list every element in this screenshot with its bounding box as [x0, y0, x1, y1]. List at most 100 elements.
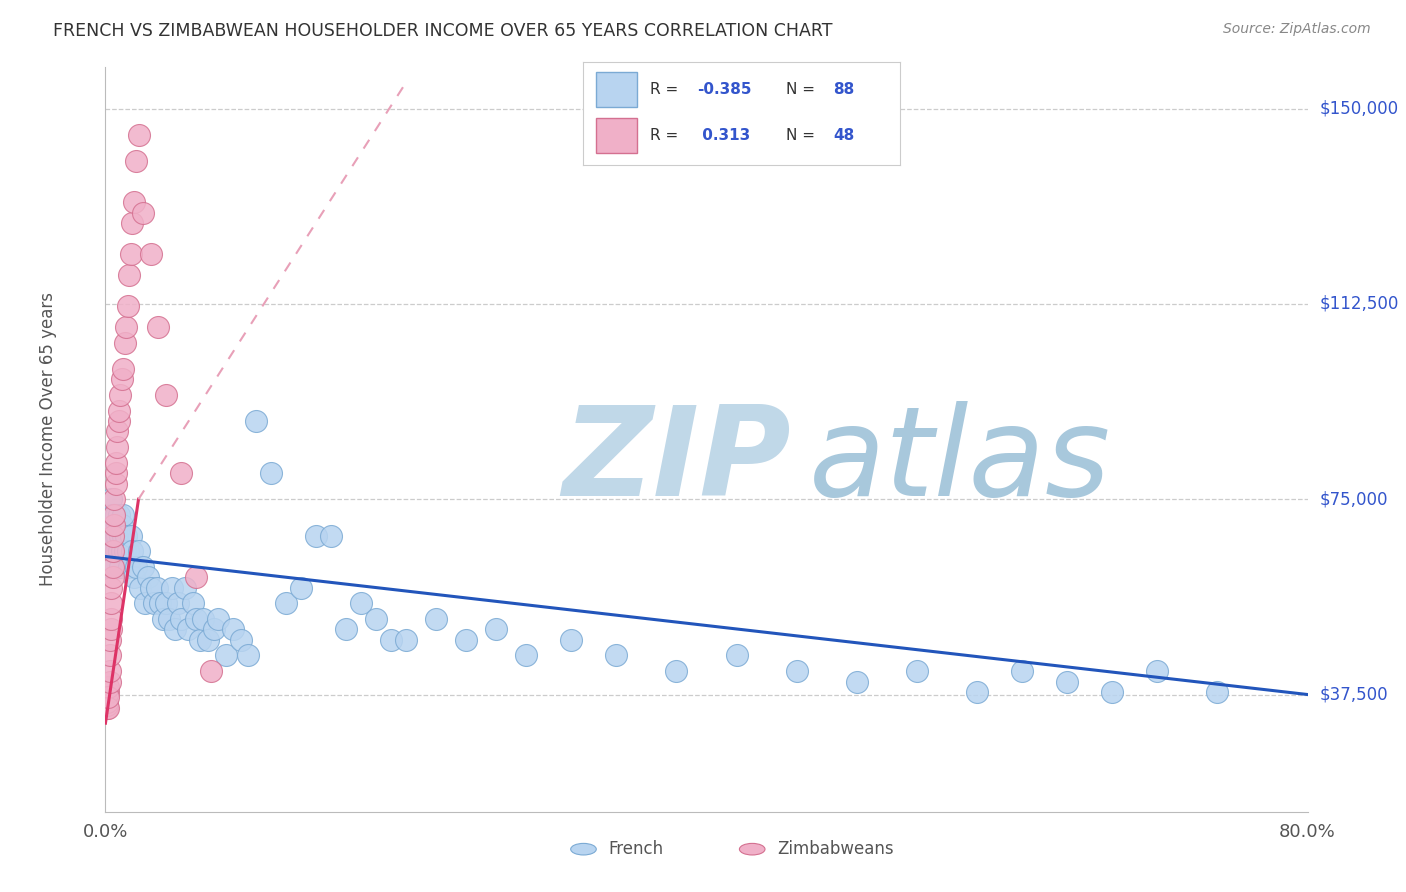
Point — [229, 632, 252, 647]
Point — [202, 623, 225, 637]
Point — [100, 544, 122, 558]
Point — [1206, 685, 1229, 699]
Point — [114, 335, 136, 350]
Point — [1056, 674, 1078, 689]
Point — [245, 414, 267, 428]
Point — [96, 698, 118, 712]
Point — [103, 518, 125, 533]
Point — [157, 612, 180, 626]
Point — [108, 544, 131, 558]
Text: -0.385: -0.385 — [697, 81, 752, 96]
Point — [124, 560, 146, 574]
Point — [101, 529, 124, 543]
Point — [184, 570, 207, 584]
Point — [134, 596, 156, 610]
Point — [380, 632, 402, 647]
Point — [966, 685, 988, 699]
Point — [104, 476, 127, 491]
Text: ZIP: ZIP — [562, 401, 792, 522]
Point — [115, 320, 138, 334]
Point — [104, 544, 127, 558]
Text: French: French — [609, 840, 664, 858]
Point — [103, 518, 125, 533]
Point — [120, 529, 142, 543]
Point — [96, 695, 118, 709]
Point — [395, 632, 418, 647]
Point — [260, 466, 283, 480]
Point — [184, 612, 207, 626]
Point — [274, 596, 297, 610]
Point — [112, 529, 135, 543]
Point — [103, 508, 125, 522]
Point — [200, 664, 222, 678]
Point — [118, 560, 141, 574]
Text: N =: N = — [786, 81, 820, 96]
Point — [905, 664, 928, 678]
Text: N =: N = — [786, 128, 820, 143]
Point — [197, 632, 219, 647]
Point — [121, 544, 143, 558]
Point — [97, 685, 120, 699]
Point — [350, 596, 373, 610]
Point — [148, 596, 170, 610]
Point — [188, 632, 211, 647]
Point — [605, 648, 627, 663]
Point — [515, 648, 537, 663]
Point — [290, 581, 312, 595]
Point — [222, 623, 245, 637]
Point — [110, 388, 132, 402]
Point — [107, 425, 129, 439]
Text: FRENCH VS ZIMBABWEAN HOUSEHOLDER INCOME OVER 65 YEARS CORRELATION CHART: FRENCH VS ZIMBABWEAN HOUSEHOLDER INCOME … — [53, 22, 832, 40]
Point — [485, 623, 508, 637]
Point — [129, 581, 152, 595]
Point — [117, 544, 139, 558]
Point — [107, 518, 129, 533]
Point — [121, 216, 143, 230]
Point — [112, 362, 135, 376]
Point — [169, 466, 191, 480]
Point — [118, 268, 141, 283]
Point — [122, 195, 145, 210]
Point — [117, 300, 139, 314]
Point — [101, 529, 124, 543]
Point — [136, 570, 159, 584]
Point — [101, 555, 124, 569]
Point — [98, 674, 121, 689]
Point — [665, 664, 688, 678]
Point — [108, 414, 131, 428]
Point — [145, 581, 167, 595]
Point — [101, 560, 124, 574]
Point — [160, 581, 183, 595]
Point — [169, 612, 191, 626]
Point — [238, 648, 260, 663]
Point — [108, 403, 131, 417]
Point — [97, 680, 120, 694]
Point — [100, 623, 122, 637]
Point — [845, 674, 868, 689]
Point — [142, 596, 165, 610]
Point — [1011, 664, 1033, 678]
Text: $112,500: $112,500 — [1320, 295, 1399, 313]
Point — [101, 544, 124, 558]
Point — [560, 632, 582, 647]
Point — [104, 529, 127, 543]
Point — [98, 632, 121, 647]
Point — [103, 492, 125, 507]
Point — [1101, 685, 1123, 699]
Point — [101, 508, 124, 522]
Point — [725, 648, 748, 663]
Point — [163, 623, 186, 637]
Text: R =: R = — [650, 81, 683, 96]
Point — [101, 570, 124, 584]
Point — [98, 664, 121, 678]
Point — [96, 700, 118, 714]
Text: Zimbabweans: Zimbabweans — [778, 840, 894, 858]
Point — [139, 581, 162, 595]
Bar — [596, 71, 637, 106]
Point — [425, 612, 447, 626]
Point — [107, 440, 129, 454]
Point — [98, 560, 121, 574]
Point — [166, 596, 188, 610]
Point — [112, 508, 135, 522]
Text: 48: 48 — [834, 128, 855, 143]
